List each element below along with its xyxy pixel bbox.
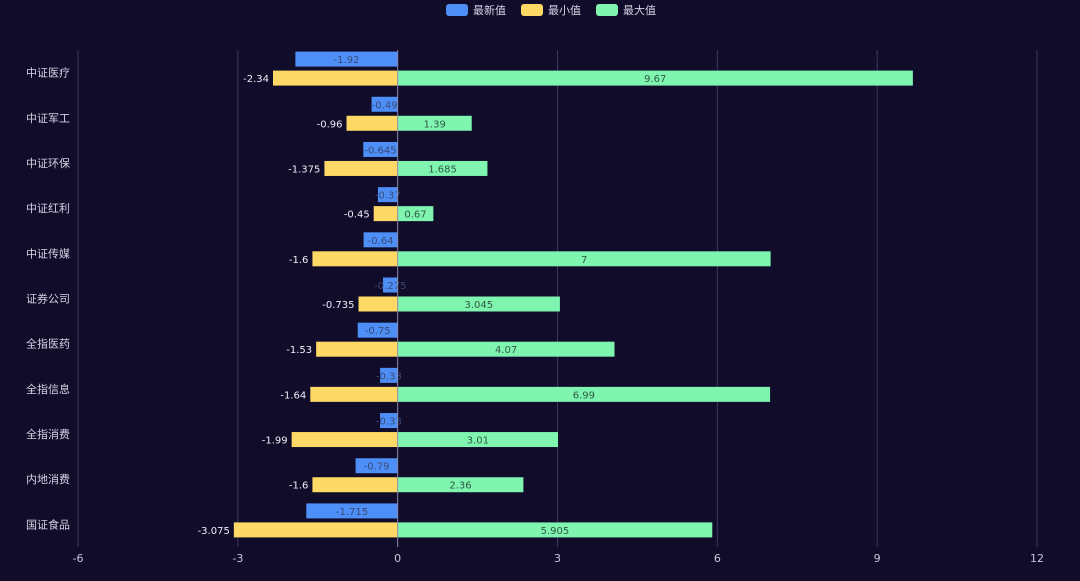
bar-min [233, 522, 398, 538]
category-label: 全指信息 [26, 382, 70, 396]
data-label-latest: -0.33 [376, 371, 402, 382]
data-label-min: -1.6 [289, 255, 309, 266]
data-label-min: -1.6 [289, 481, 309, 492]
bar-latest [295, 51, 398, 67]
data-label-latest: -1.92 [334, 55, 360, 66]
bar-min [312, 251, 398, 267]
data-label-latest: -0.275 [374, 281, 406, 292]
bar-min [346, 115, 398, 131]
bar-max [397, 206, 434, 222]
bar-min [272, 70, 398, 86]
bar-max [397, 522, 713, 538]
data-label-max: 1.685 [428, 164, 457, 175]
bar-min [310, 386, 398, 402]
bar-max [397, 386, 771, 402]
bar-latest [355, 458, 398, 474]
bar-latest [383, 277, 398, 293]
bar-max [397, 70, 913, 86]
category-label: 中证环保 [26, 156, 70, 170]
data-label-latest: -0.645 [364, 145, 396, 156]
category-label: 全指消费 [26, 427, 70, 441]
x-tick-label: 9 [874, 552, 881, 565]
data-label-min: -1.99 [262, 436, 288, 447]
data-label-min: -1.64 [280, 390, 306, 401]
category-label: 中证传媒 [26, 247, 70, 260]
bar-min [316, 341, 398, 357]
bar-max [397, 341, 615, 357]
bar-latest [357, 322, 398, 338]
data-label-latest: -0.64 [368, 236, 394, 247]
data-label-max: 1.39 [424, 119, 446, 130]
bar-min [312, 477, 398, 493]
data-label-max: 5.905 [541, 526, 570, 537]
bar-max [397, 296, 560, 312]
bar-max [397, 477, 524, 493]
bar-latest [363, 232, 398, 248]
data-label-latest: -0.33 [376, 417, 402, 428]
data-label-max: 4.07 [495, 345, 517, 356]
legend-label: 最小值 [548, 4, 581, 17]
category-label: 中证红利 [26, 202, 70, 215]
bar-latest [380, 413, 398, 429]
bar-min [358, 296, 398, 312]
category-label: 全指医药 [26, 337, 70, 351]
legend-swatch [521, 4, 543, 16]
bar-max [397, 432, 559, 448]
bar-min [373, 206, 398, 222]
category-label: 内地消费 [26, 472, 70, 486]
legend-label: 最新值 [473, 3, 506, 17]
bar-latest [371, 96, 398, 112]
data-label-latest: -0.49 [372, 100, 398, 111]
category-label: 证券公司 [26, 292, 70, 306]
data-label-max: 3.01 [467, 436, 489, 447]
data-label-latest: -0.75 [365, 326, 391, 337]
legend-label: 最大值 [623, 3, 656, 17]
category-label: 国证食品 [26, 517, 70, 531]
data-label-min: -0.45 [344, 210, 370, 221]
x-tick-label: -6 [73, 552, 84, 565]
data-label-max: 2.36 [449, 481, 471, 492]
bar-latest [306, 503, 398, 519]
data-label-max: 3.045 [464, 300, 493, 311]
data-label-min: -3.075 [198, 526, 230, 537]
data-label-min: -0.735 [322, 300, 354, 311]
data-label-min: -2.34 [243, 74, 269, 85]
x-tick-label: -3 [232, 552, 243, 565]
bar-min [291, 432, 398, 448]
data-label-min: -0.96 [317, 119, 343, 130]
data-label-latest: -0.79 [364, 462, 390, 473]
data-label-latest: -0.37 [375, 191, 401, 202]
data-label-min: -1.53 [286, 345, 312, 356]
category-label: 中证医疗 [26, 66, 70, 80]
bar-max [397, 115, 472, 131]
x-tick-label: 3 [554, 552, 561, 565]
data-label-max: 6.99 [573, 390, 595, 401]
x-tick-label: 6 [714, 552, 721, 565]
bar-latest [377, 187, 398, 203]
data-label-min: -1.375 [288, 164, 320, 175]
data-label-latest: -1.715 [336, 507, 368, 518]
legend-swatch [446, 4, 468, 16]
bar-max [397, 251, 771, 267]
bar-min [324, 160, 398, 176]
bar-latest [363, 141, 398, 157]
data-label-max: 9.67 [644, 74, 666, 85]
bar-max [397, 160, 488, 176]
legend-swatch [596, 4, 618, 16]
x-tick-label: 12 [1030, 552, 1044, 565]
bar-latest [380, 367, 398, 383]
x-tick-label: 0 [394, 552, 401, 565]
category-label: 中证军工 [26, 112, 70, 125]
data-label-max: 7 [581, 255, 587, 266]
data-label-max: 0.67 [404, 210, 426, 221]
